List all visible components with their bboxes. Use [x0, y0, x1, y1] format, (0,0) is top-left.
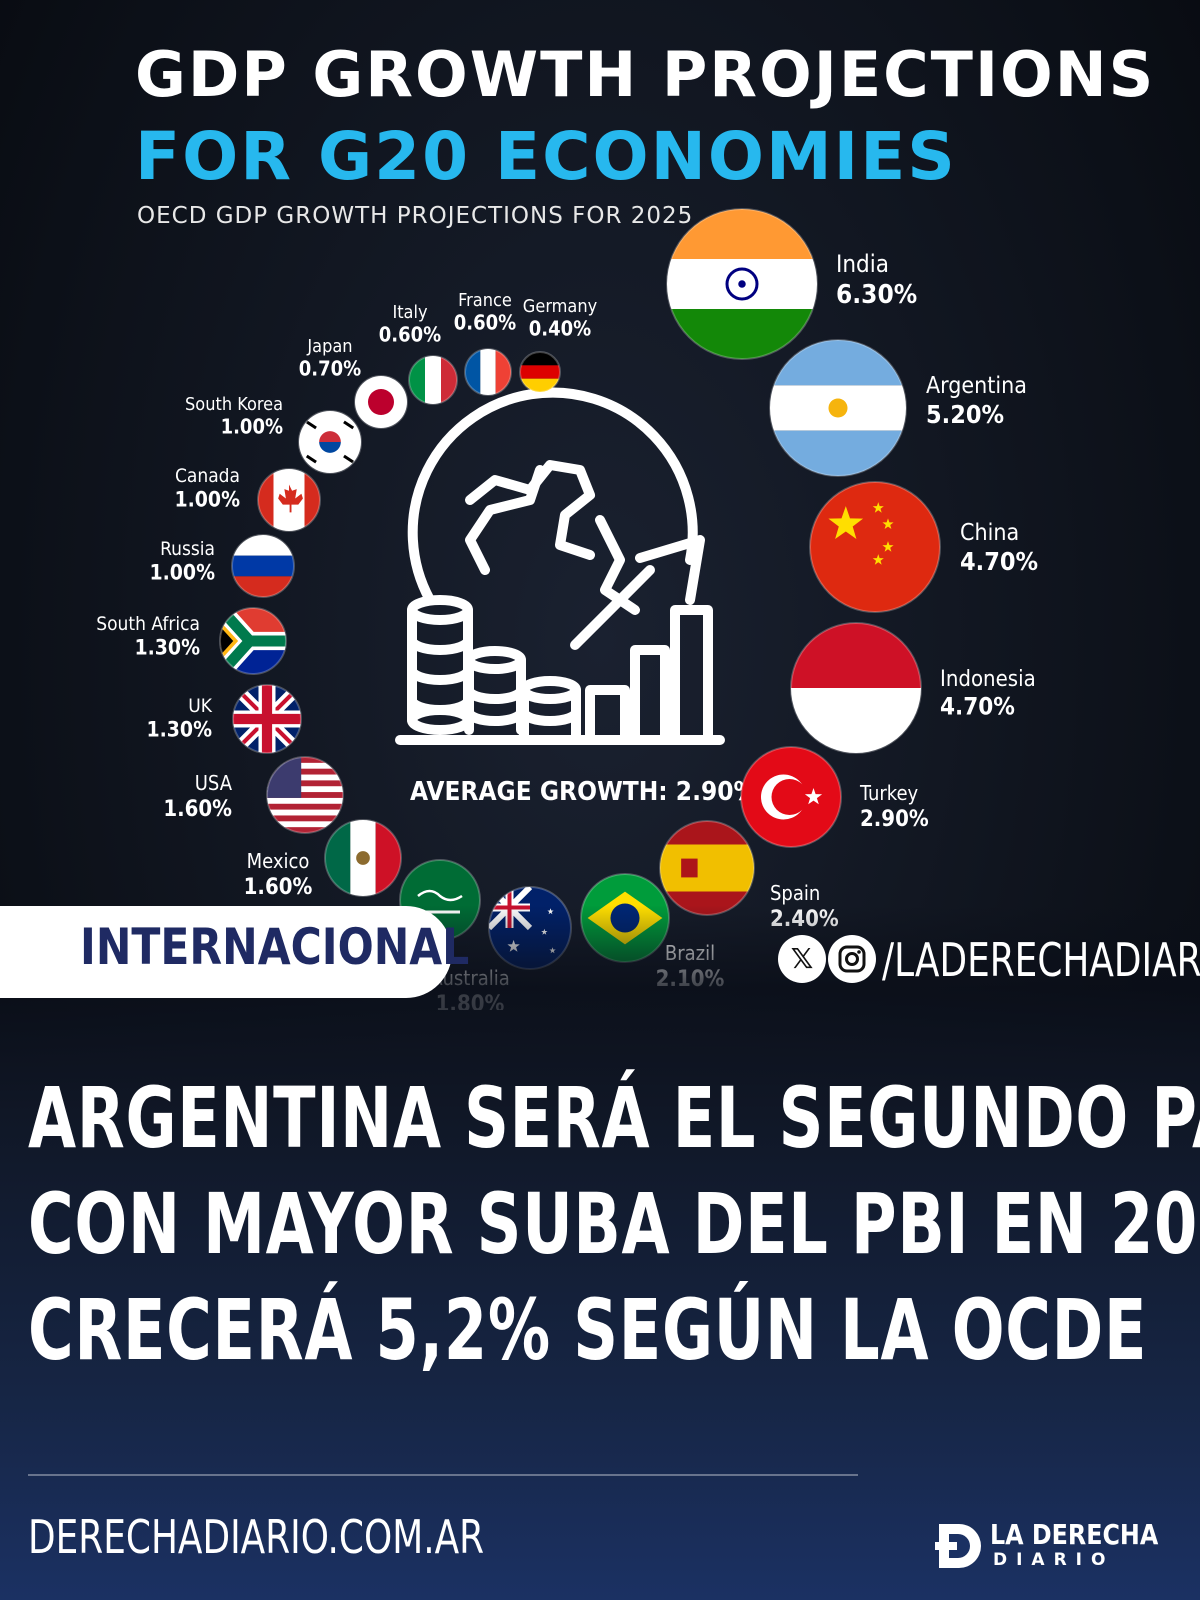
country-growth-value: 0.70% [299, 356, 361, 380]
uk-flag-icon [233, 685, 301, 753]
china-flag-icon [810, 482, 940, 612]
country-name: Mexico [247, 849, 310, 873]
footer-divider [28, 1474, 858, 1476]
country-name: France [458, 290, 512, 311]
brand-line-1: LA DERECHA [990, 1518, 1159, 1551]
country-name: Germany [523, 296, 598, 317]
country-growth-value: 1.00% [149, 561, 215, 585]
headline: ARGENTINA SERÁ EL SEGUNDO PAÍS CON MAYOR… [28, 1065, 1200, 1383]
country-growth-value: 0.60% [454, 310, 516, 334]
country-name: USA [195, 771, 233, 795]
country-growth-value: 1.60% [163, 797, 232, 822]
brand-line-2: DIARIO [993, 1550, 1115, 1570]
country-name: Argentina [926, 373, 1027, 399]
site-url[interactable]: DERECHADIARIO.COM.AR [28, 1510, 485, 1564]
country-name: Canada [175, 465, 240, 487]
section-tag-label: INTERNACIONAL [80, 918, 470, 976]
country-name: South Korea [185, 394, 283, 415]
country-name: India [836, 250, 889, 278]
la-derecha-diario-logo-icon [935, 1524, 981, 1568]
country-growth-value: 5.20% [926, 400, 1004, 429]
france-flag-icon [465, 349, 511, 395]
country-name: South Africa [96, 613, 200, 635]
x-logo-icon: 𝕏 [778, 935, 826, 983]
country-name: Italy [392, 302, 428, 323]
globe-coins-growth-chart-icon [395, 387, 725, 745]
section-tag: INTERNACIONAL [0, 906, 469, 998]
country-growth-value: 0.60% [379, 322, 441, 346]
country-growth-value: 1.30% [134, 636, 200, 660]
title-line-1: GDP GROWTH PROJECTIONS [135, 38, 1156, 111]
average-growth-label: AVERAGE GROWTH: 2.90% [410, 777, 757, 807]
bottom-panel [0, 905, 1200, 1600]
country-name: Indonesia [940, 667, 1036, 692]
country-growth-value: 1.00% [174, 488, 240, 512]
country-growth-value: 0.40% [529, 316, 591, 340]
russia-flag-icon [232, 535, 294, 597]
japan-flag-icon [355, 376, 407, 428]
country-name: Turkey [859, 781, 919, 805]
country-growth-value: 1.30% [146, 718, 212, 742]
country-name: Spain [770, 881, 820, 905]
title-line-2: FOR G20 ECONOMIES [135, 118, 957, 195]
country-name: China [960, 520, 1019, 546]
country-growth-value: 2.90% [860, 807, 929, 832]
country-growth-value: 1.00% [221, 414, 283, 438]
country-name: UK [188, 695, 213, 717]
country-name: Japan [306, 336, 352, 357]
country-growth-value: 4.70% [960, 547, 1038, 576]
instagram-icon [828, 935, 876, 983]
brand: LA DERECHA DIARIO [935, 1518, 1175, 1578]
germany-flag-icon [520, 352, 560, 392]
headline-line-2: CON MAYOR SUBA DEL PBI EN 2025: [28, 1175, 1200, 1273]
country-growth-value: 1.60% [244, 875, 313, 900]
turkey-flag-icon [741, 747, 841, 847]
country-growth-value: 4.70% [940, 693, 1015, 721]
subtitle: OECD GDP GROWTH PROJECTIONS FOR 2025 [137, 203, 694, 229]
south-korea-flag-icon [299, 411, 361, 473]
headline-line-1: ARGENTINA SERÁ EL SEGUNDO PAÍS [28, 1069, 1200, 1167]
country-growth-value: 6.30% [836, 280, 917, 310]
italy-flag-icon [409, 356, 457, 404]
usa-flag-icon [267, 757, 343, 833]
headline-line-3: CRECERÁ 5,2% SEGÚN LA OCDE [28, 1281, 1148, 1379]
country-name: Russia [160, 538, 215, 560]
